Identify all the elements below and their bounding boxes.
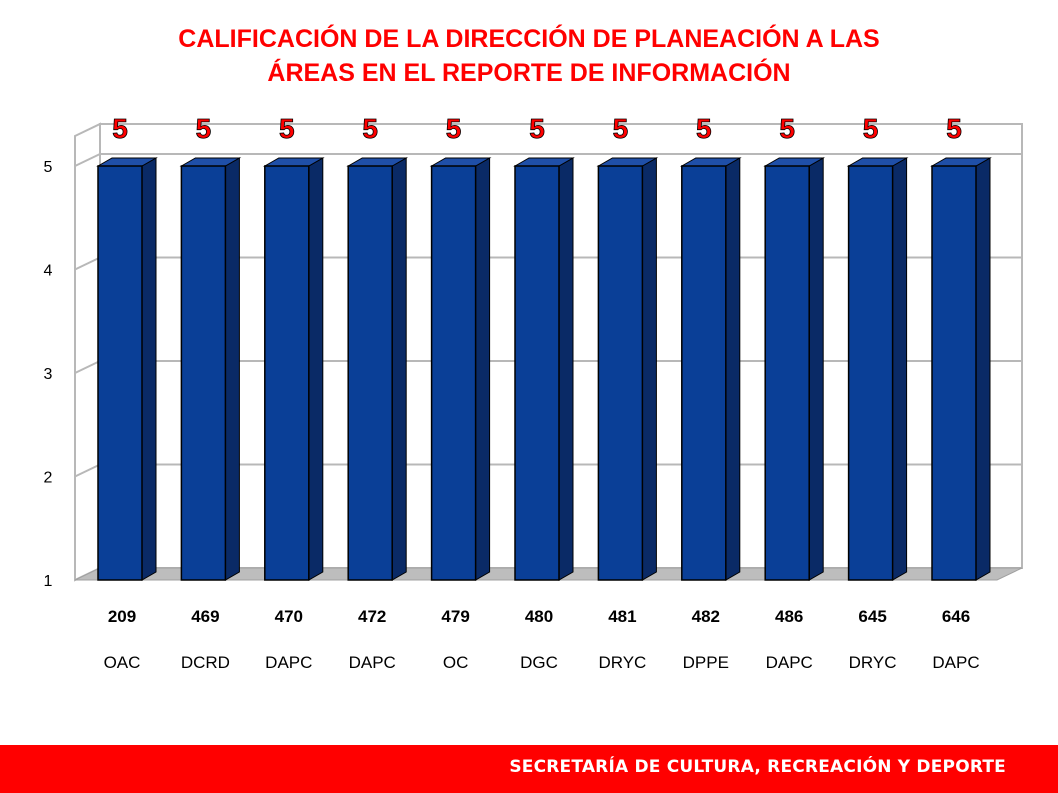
x-category-label: 470 — [275, 607, 303, 626]
x-area-label: OC — [443, 653, 469, 672]
bar — [679, 157, 742, 581]
data-label: 5 — [529, 113, 545, 144]
bar-side — [808, 157, 824, 581]
x-area-label: DAPC — [349, 653, 396, 672]
bar — [596, 157, 659, 581]
bar — [262, 157, 325, 581]
data-label: 5 — [279, 113, 295, 144]
x-area-label: DGC — [520, 653, 558, 672]
x-area-label: DAPC — [265, 653, 312, 672]
bar — [179, 157, 242, 581]
x-category-label: 481 — [608, 607, 636, 626]
gridline-side — [74, 256, 101, 271]
data-label: 5 — [946, 113, 962, 144]
bar — [763, 157, 826, 581]
x-area-label: DAPC — [932, 653, 979, 672]
data-label: 5 — [863, 113, 879, 144]
data-label: 5 — [196, 113, 212, 144]
chart-title: CALIFICACIÓN DE LA DIRECCIÓN DE PLANEACI… — [0, 22, 1058, 90]
y-tick-label: 2 — [44, 470, 53, 487]
bar-front — [514, 165, 560, 581]
x-category-label: 480 — [525, 607, 553, 626]
bar-side — [641, 157, 657, 581]
x-area-label: OAC — [104, 653, 141, 672]
bar-front — [180, 165, 227, 581]
bar-front — [764, 165, 810, 581]
bar-front — [347, 165, 393, 581]
bar-chart: 1 2 3 4 5 5 5 5 5 5 5 5 5 5 5 5 209 OAC 469 DCRD 470 DAPC 47… — [44, 113, 1023, 672]
bar-side — [975, 157, 991, 581]
gridline-side — [74, 360, 101, 374]
x-axis: 209 OAC 469 DCRD 470 DAPC 472 DAPC 479 OC 480 DGC 48… — [104, 607, 980, 672]
data-label: 5 — [446, 113, 462, 144]
bar — [513, 157, 575, 581]
y-tick-label: 1 — [44, 573, 53, 590]
footer-text: SECRETARÍA DE CULTURA, RECREACIÓN Y DEPO… — [509, 757, 1006, 777]
data-label: 5 — [362, 113, 378, 144]
x-category-label: 486 — [775, 607, 803, 626]
chart-title-line-1: CALIFICACIÓN DE LA DIRECCIÓN DE PLANEACI… — [178, 25, 880, 53]
bar-front — [847, 165, 894, 581]
bar — [346, 157, 409, 581]
y-axis: 1 2 3 4 5 — [44, 159, 53, 590]
bar-side — [558, 157, 574, 581]
data-labels: 5 5 5 5 5 5 5 5 5 5 5 — [112, 113, 962, 145]
footer-banner: SECRETARÍA DE CULTURA, RECREACIÓN Y DEPO… — [0, 745, 1058, 793]
x-area-label: DRYC — [849, 653, 897, 672]
x-category-label: 645 — [858, 607, 886, 626]
bar-side — [141, 157, 157, 581]
bar-front — [597, 165, 644, 581]
bar-side — [224, 157, 240, 581]
x-area-label: DAPC — [766, 653, 813, 672]
y-tick-label: 4 — [44, 263, 53, 280]
x-area-label: DPPE — [683, 653, 729, 672]
x-category-label: 469 — [191, 607, 219, 626]
x-area-label: DRYC — [598, 653, 646, 672]
data-label: 5 — [779, 113, 795, 144]
bar — [930, 157, 992, 581]
gridline-side — [74, 153, 101, 167]
x-category-label: 646 — [942, 607, 970, 626]
bar-front — [430, 165, 477, 581]
bar-side — [475, 157, 491, 581]
data-label: 5 — [613, 113, 629, 144]
x-category-label: 209 — [108, 607, 136, 626]
bar-front — [931, 165, 977, 581]
bar-side — [892, 157, 908, 581]
bar-side — [391, 157, 407, 581]
bar-front — [264, 165, 310, 581]
bar-front — [97, 165, 143, 581]
data-label: 5 — [112, 113, 128, 144]
x-category-label: 472 — [358, 607, 386, 626]
x-category-label: 482 — [692, 607, 720, 626]
bar — [846, 157, 909, 581]
y-tick-label: 3 — [44, 366, 53, 383]
x-area-label: DCRD — [181, 653, 230, 672]
chart-title-line-2: ÁREAS EN EL REPORTE DE INFORMACIÓN — [267, 59, 791, 87]
bar — [429, 157, 492, 581]
x-category-label: 479 — [441, 607, 469, 626]
bar-side — [308, 157, 324, 581]
bar — [96, 157, 158, 581]
bar-front — [681, 165, 727, 581]
side-wall — [74, 122, 101, 582]
bar-side — [725, 157, 741, 581]
bars — [96, 157, 992, 581]
y-tick-label: 5 — [44, 159, 53, 176]
gridline-side — [74, 463, 101, 478]
data-label: 5 — [696, 113, 712, 144]
